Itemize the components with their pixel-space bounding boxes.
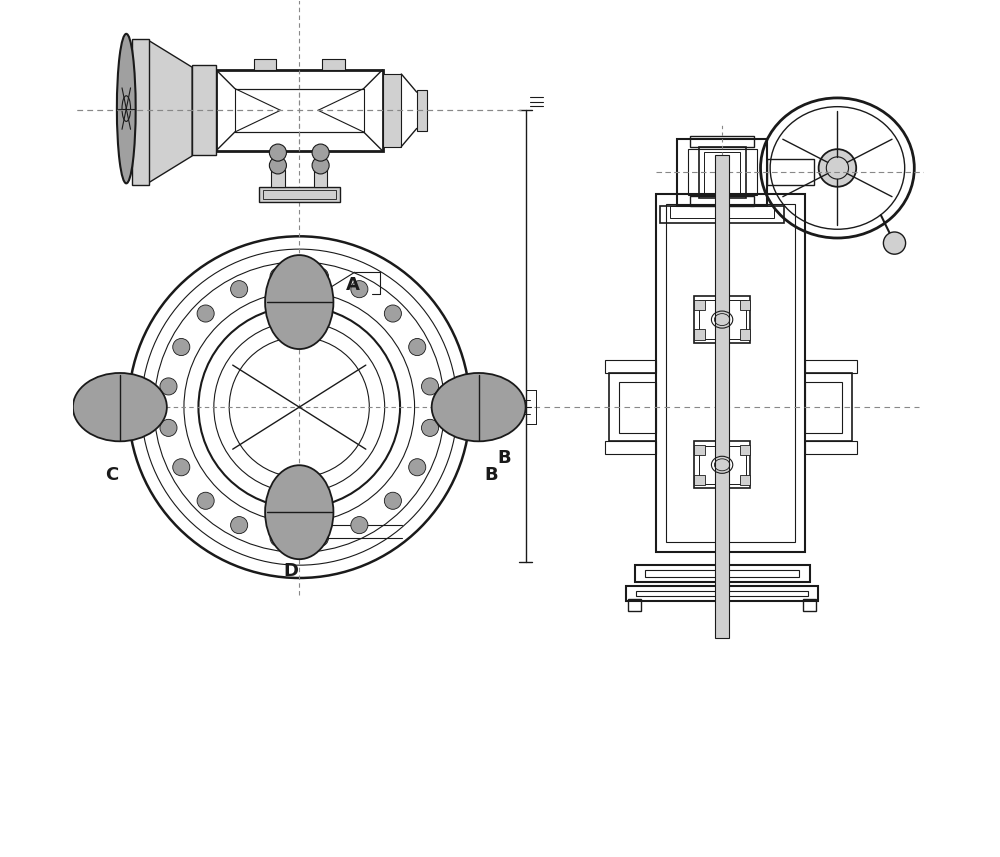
Bar <box>740 299 750 309</box>
Bar <box>715 155 729 638</box>
Bar <box>694 299 705 309</box>
Polygon shape <box>148 39 192 183</box>
Bar <box>704 152 740 193</box>
Circle shape <box>173 339 190 356</box>
Bar <box>656 194 805 553</box>
Circle shape <box>231 517 248 534</box>
Bar <box>660 206 784 223</box>
Bar <box>383 74 401 147</box>
Bar <box>694 329 705 339</box>
Bar <box>694 441 750 488</box>
Circle shape <box>197 305 214 322</box>
Bar <box>271 170 285 187</box>
Bar <box>322 59 345 69</box>
Circle shape <box>312 157 329 174</box>
Bar <box>670 206 774 218</box>
Bar <box>263 190 336 199</box>
Bar <box>666 204 795 542</box>
Bar <box>803 599 816 611</box>
Bar <box>216 69 383 151</box>
Circle shape <box>197 492 214 509</box>
Circle shape <box>409 458 426 476</box>
Bar <box>235 88 364 132</box>
Bar <box>322 59 345 69</box>
Bar <box>740 445 750 455</box>
Ellipse shape <box>117 33 136 183</box>
Bar <box>677 139 767 206</box>
Bar <box>132 39 149 185</box>
Bar <box>636 590 808 596</box>
Bar <box>694 297 750 343</box>
Circle shape <box>351 517 368 534</box>
Circle shape <box>269 144 286 161</box>
Circle shape <box>409 339 426 356</box>
Circle shape <box>173 458 190 476</box>
Circle shape <box>384 492 401 509</box>
Bar <box>619 381 656 433</box>
Text: C: C <box>105 465 118 483</box>
Bar <box>805 360 857 373</box>
Bar <box>690 196 754 207</box>
Bar <box>635 565 810 582</box>
Ellipse shape <box>265 255 333 349</box>
Circle shape <box>312 144 329 161</box>
Text: B: B <box>485 465 498 483</box>
Ellipse shape <box>432 373 526 441</box>
Bar <box>805 373 852 441</box>
Ellipse shape <box>265 465 333 560</box>
Circle shape <box>421 419 439 436</box>
Bar <box>605 360 656 373</box>
Bar <box>805 441 857 454</box>
Circle shape <box>819 149 856 187</box>
Bar <box>254 59 276 69</box>
Bar <box>699 300 746 339</box>
Circle shape <box>311 268 329 285</box>
Circle shape <box>270 268 287 285</box>
Bar <box>805 381 842 433</box>
Circle shape <box>351 280 368 297</box>
Circle shape <box>384 305 401 322</box>
Bar <box>740 475 750 485</box>
Bar <box>694 475 705 485</box>
Bar <box>605 441 656 454</box>
Bar <box>626 585 818 601</box>
Circle shape <box>269 157 286 174</box>
Text: A: A <box>346 276 360 294</box>
Text: D: D <box>283 562 298 580</box>
Bar <box>767 159 814 185</box>
Bar <box>192 65 216 155</box>
Bar <box>690 136 754 147</box>
Circle shape <box>231 280 248 297</box>
Bar <box>628 599 641 611</box>
Circle shape <box>421 378 439 395</box>
Bar <box>740 329 750 339</box>
Ellipse shape <box>73 373 167 441</box>
Bar <box>417 90 427 131</box>
Circle shape <box>160 419 177 436</box>
Text: B: B <box>497 449 511 467</box>
Bar <box>699 446 746 484</box>
Bar <box>254 59 276 69</box>
Bar <box>609 373 656 441</box>
Bar <box>314 170 327 187</box>
Bar <box>645 570 799 577</box>
Circle shape <box>311 530 329 547</box>
Circle shape <box>160 378 177 395</box>
Bar <box>259 187 340 202</box>
Circle shape <box>270 530 287 547</box>
Circle shape <box>883 232 906 255</box>
Bar <box>688 149 757 195</box>
Bar <box>699 147 746 198</box>
Bar <box>694 445 705 455</box>
